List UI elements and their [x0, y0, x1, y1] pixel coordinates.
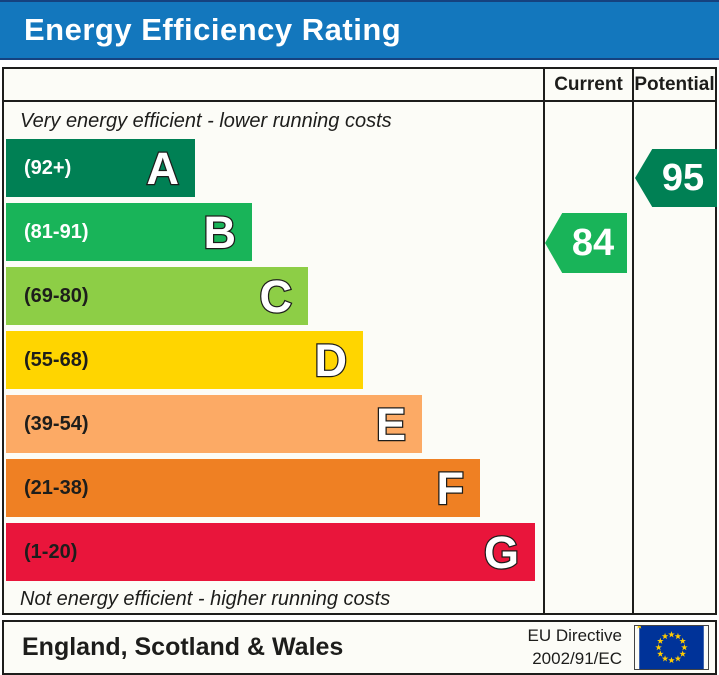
potential-column-header: Potential [634, 74, 715, 95]
band-bar-d: (55-68) D [6, 331, 363, 389]
current-column-header: Current [554, 74, 623, 95]
bands-area: Very energy efficient - lower running co… [4, 102, 543, 611]
page-title: Energy Efficiency Rating [24, 12, 402, 47]
band-letter: B [202, 206, 237, 258]
potential-rating-arrow: 95 [635, 149, 717, 207]
eu-directive-line1: EU Directive [527, 626, 622, 646]
band-range-label: (39-54) [24, 412, 89, 435]
band-bar-g: (1-20) G [6, 523, 535, 581]
band-letter: A [145, 142, 180, 194]
band-row-e: (39-54) E [6, 395, 543, 459]
band-letter: E [375, 398, 408, 450]
band-row-c: (69-80) C [6, 267, 543, 331]
band-range-label: (1-20) [24, 540, 78, 563]
band-letter: F [435, 462, 465, 514]
band-range-label: (55-68) [24, 348, 89, 371]
band-row-g: (1-20) G [6, 523, 543, 581]
top-note: Very energy efficient - lower running co… [20, 110, 392, 132]
eu-directive-line2: 2002/91/EC [532, 648, 622, 668]
band-row-b: (81-91) B [6, 203, 543, 267]
band-range-label: (81-91) [24, 220, 89, 243]
current-column-divider [543, 69, 545, 613]
band-range-label: (69-80) [24, 284, 89, 307]
potential-rating-value: 95 [661, 156, 705, 199]
band-bar-e: (39-54) E [6, 395, 422, 453]
potential-column-divider [632, 69, 634, 613]
band-letter: D [313, 334, 348, 386]
eu-directive-label: EU Directive 2002/91/EC [528, 625, 634, 669]
band-bar-c: (69-80) C [6, 267, 308, 325]
band-row-f: (21-38) F [6, 459, 543, 523]
title-bar: Energy Efficiency Rating [0, 0, 719, 60]
band-range-label: (21-38) [24, 476, 89, 499]
bottom-note: Not energy efficient - higher running co… [20, 588, 391, 610]
band-bar-b: (81-91) B [6, 203, 252, 261]
rating-table: Current Potential Very energy efficient … [2, 67, 717, 615]
region-label: England, Scotland & Wales [22, 633, 344, 661]
current-rating-arrow: 84 [545, 213, 627, 273]
current-rating-value: 84 [571, 221, 615, 264]
table-header-row: Current Potential [4, 69, 715, 102]
band-letter: C [258, 270, 293, 322]
band-bar-a: (92+) A [6, 139, 195, 197]
band-letter: G [483, 526, 521, 578]
band-rows: (92+) A (81-91) B (69-80) C [4, 139, 543, 581]
footer-bar: England, Scotland & Wales EU Directive 2… [2, 620, 717, 675]
band-range-label: (92+) [24, 156, 72, 179]
band-bar-f: (21-38) F [6, 459, 480, 517]
band-row-d: (55-68) D [6, 331, 543, 395]
band-row-a: (92+) A [6, 139, 543, 203]
eu-flag-icon [634, 625, 709, 670]
